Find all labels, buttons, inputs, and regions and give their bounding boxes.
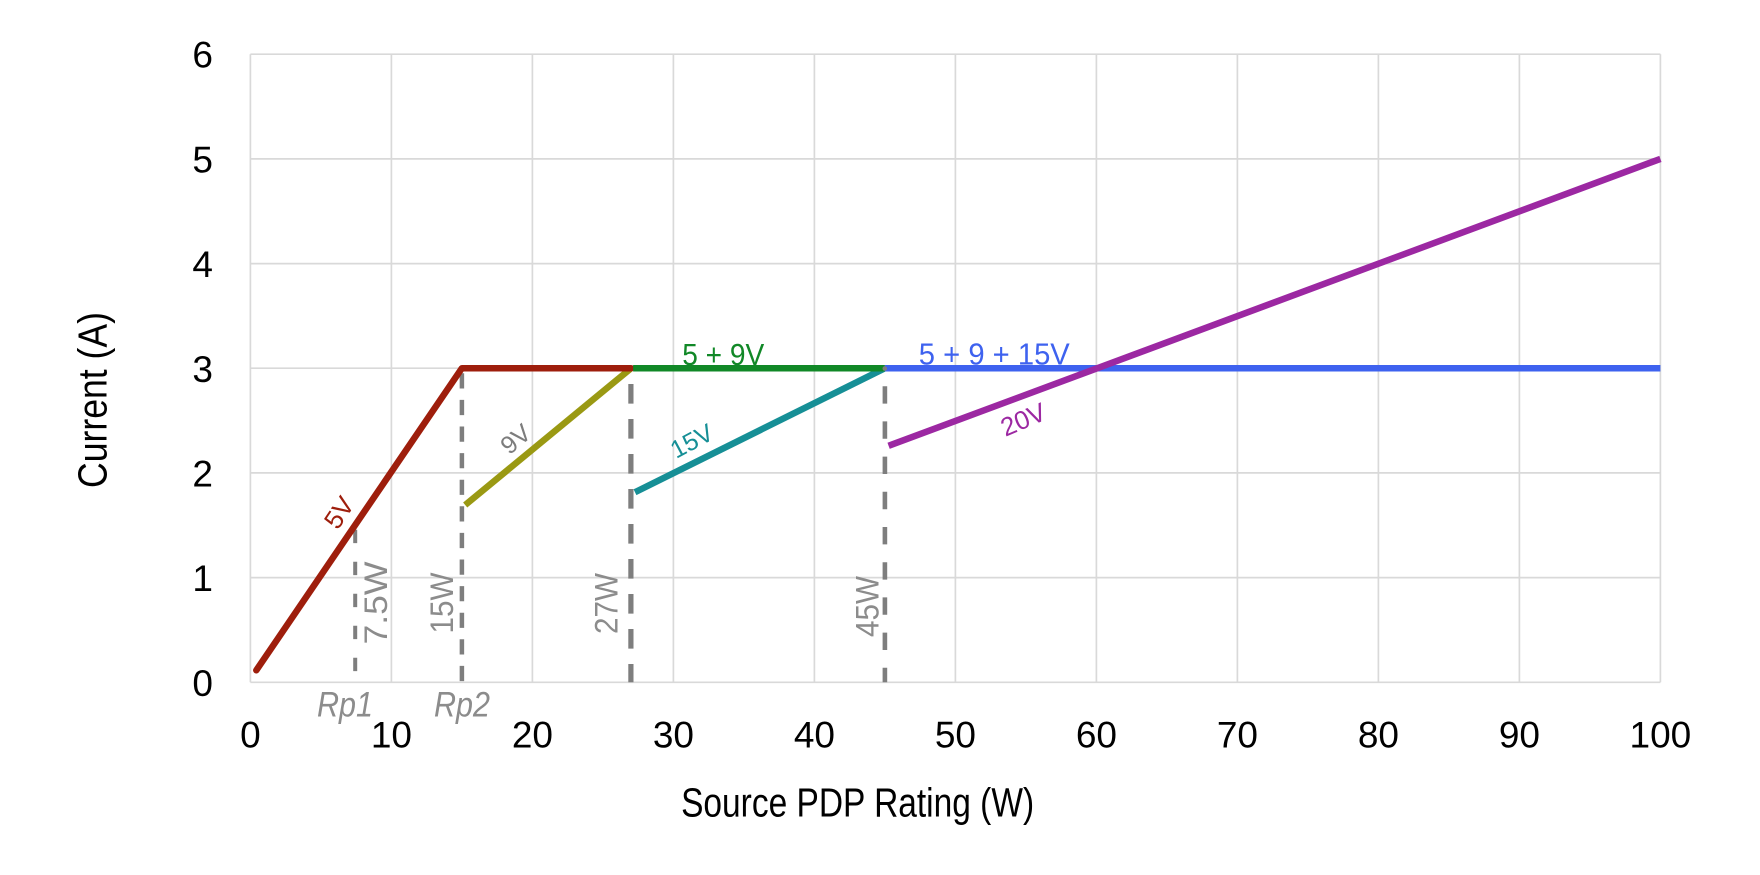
- svg-text:50: 50: [935, 714, 976, 755]
- svg-text:30: 30: [653, 714, 694, 755]
- svg-text:5 + 9 + 15V: 5 + 9 + 15V: [919, 337, 1070, 372]
- svg-text:1: 1: [192, 558, 213, 599]
- svg-text:4: 4: [192, 244, 213, 285]
- svg-text:10: 10: [371, 714, 412, 755]
- svg-text:60: 60: [1076, 714, 1117, 755]
- svg-text:45W: 45W: [850, 575, 886, 637]
- svg-text:Current (A): Current (A): [70, 312, 116, 488]
- svg-text:70: 70: [1217, 714, 1258, 755]
- svg-text:40: 40: [794, 714, 835, 755]
- svg-text:90: 90: [1499, 714, 1540, 755]
- svg-text:100: 100: [1630, 714, 1692, 755]
- svg-text:0: 0: [240, 714, 261, 755]
- svg-text:3: 3: [192, 349, 213, 390]
- svg-text:20: 20: [512, 714, 553, 755]
- svg-text:6: 6: [192, 35, 213, 76]
- svg-text:7.5W: 7.5W: [358, 561, 394, 645]
- svg-text:27W: 27W: [589, 572, 625, 634]
- svg-text:5 + 9V: 5 + 9V: [682, 337, 764, 372]
- svg-text:Source PDP Rating (W): Source PDP Rating (W): [681, 780, 1034, 826]
- svg-text:2: 2: [192, 453, 213, 494]
- svg-text:0: 0: [192, 663, 213, 704]
- svg-text:Rp2: Rp2: [434, 686, 490, 725]
- svg-text:80: 80: [1358, 714, 1399, 755]
- svg-text:5: 5: [192, 139, 213, 180]
- svg-text:15W: 15W: [424, 572, 460, 634]
- svg-text:Rp1: Rp1: [317, 686, 373, 725]
